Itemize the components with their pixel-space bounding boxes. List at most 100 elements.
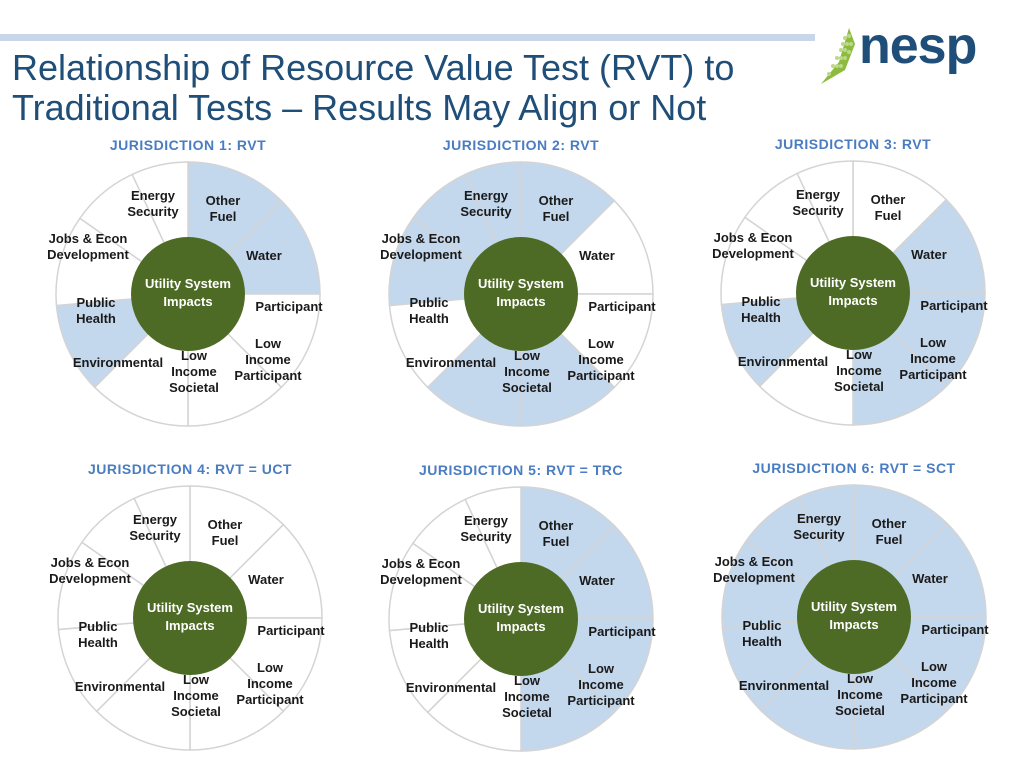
segment-label-energy-security: Security — [793, 527, 845, 542]
segment-label-jobs-econ: Jobs & Econ — [714, 230, 793, 245]
segment-label-energy-security: Security — [460, 529, 512, 544]
segment-label-other-fuel: Fuel — [543, 534, 570, 549]
segment-label-other-fuel: Other — [206, 193, 241, 208]
segment-label-other-fuel: Fuel — [875, 208, 902, 223]
segment-label-low-income-participant: Low — [257, 660, 284, 675]
jurisdiction-3: JURISDICTION 3: RVT Utility System Impact… — [688, 136, 1018, 436]
hub-label: Utility System — [811, 599, 897, 614]
segment-label-jobs-econ: Development — [712, 246, 794, 261]
segment-label-energy-security: Energy — [131, 188, 176, 203]
segment-label-water: Water — [579, 573, 615, 588]
hub-label: Impacts — [828, 293, 877, 308]
nesp-logo: nesp — [815, 17, 1005, 88]
segment-label-other-fuel: Other — [871, 192, 906, 207]
hub-label: Impacts — [165, 618, 214, 633]
segment-label-low-income-participant: Low — [588, 336, 615, 351]
hub-label: Utility System — [478, 276, 564, 291]
segment-label-energy-security: Energy — [464, 513, 509, 528]
segment-label-public-health: Health — [78, 635, 118, 650]
segment-label-low-income-participant: Low — [588, 661, 615, 676]
segment-label-jobs-econ: Jobs & Econ — [49, 231, 128, 246]
segment-label-low-income-societal: Societal — [502, 705, 552, 720]
utility-system-hub — [796, 236, 910, 350]
hub-label: Utility System — [810, 275, 896, 290]
segment-label-energy-security: Security — [127, 204, 179, 219]
segment-label-low-income-societal: Low — [514, 673, 541, 688]
segment-label-low-income-participant: Income — [910, 351, 956, 366]
segment-label-environmental: Environmental — [75, 679, 165, 694]
page-title: Relationship of Resource Value Test (RVT… — [12, 47, 735, 128]
segment-label-public-health: Public — [741, 294, 780, 309]
jurisdiction-title: JURISDICTION 3: RVT — [774, 136, 932, 152]
jurisdiction-title: JURISDICTION 6: RVT = SCT — [752, 460, 956, 476]
segment-label-energy-security: Energy — [133, 512, 178, 527]
hub-label: Impacts — [496, 294, 545, 309]
segment-label-low-income-societal: Income — [173, 688, 219, 703]
segment-label-low-income-societal: Income — [837, 687, 883, 702]
segment-label-low-income-participant: Income — [578, 677, 624, 692]
segment-label-low-income-participant: Income — [911, 675, 957, 690]
segment-label-low-income-societal: Low — [847, 671, 874, 686]
segment-label-public-health: Public — [742, 618, 781, 633]
segment-label-low-income-societal: Societal — [834, 379, 884, 394]
segment-label-public-health: Public — [409, 620, 448, 635]
segment-label-low-income-societal: Societal — [835, 703, 885, 718]
segment-label-jobs-econ: Jobs & Econ — [382, 231, 461, 246]
segment-label-other-fuel: Other — [872, 516, 907, 531]
jurisdiction-title: JURISDICTION 5: RVT = TRC — [419, 462, 623, 478]
segment-label-public-health: Public — [78, 619, 117, 634]
segment-label-participant: Participant — [588, 299, 656, 314]
hub-label: Utility System — [145, 276, 231, 291]
segment-label-low-income-participant: Income — [247, 676, 293, 691]
hub-label: Utility System — [478, 601, 564, 616]
segment-label-water: Water — [911, 247, 947, 262]
utility-system-hub — [133, 561, 247, 675]
segment-label-environmental: Environmental — [406, 680, 496, 695]
segment-label-jobs-econ: Development — [713, 570, 795, 585]
hub-label: Impacts — [829, 617, 878, 632]
segment-label-other-fuel: Fuel — [212, 533, 239, 548]
utility-system-hub — [131, 237, 245, 351]
jurisdiction-title: JURISDICTION 1: RVT — [109, 137, 267, 153]
segment-label-other-fuel: Other — [208, 517, 243, 532]
jurisdiction-1: JURISDICTION 1: RVT Utility System Impact… — [23, 137, 353, 437]
segment-label-low-income-societal: Societal — [169, 380, 219, 395]
segment-label-low-income-societal: Societal — [502, 380, 552, 395]
segment-label-low-income-participant: Participant — [234, 368, 302, 383]
header-accent-bar — [0, 34, 815, 41]
segment-label-energy-security: Security — [792, 203, 844, 218]
segment-label-low-income-societal: Societal — [171, 704, 221, 719]
segment-label-environmental: Environmental — [406, 355, 496, 370]
segment-label-public-health: Health — [409, 311, 449, 326]
segment-label-low-income-participant: Income — [245, 352, 291, 367]
segment-label-environmental: Environmental — [73, 355, 163, 370]
hub-label: Impacts — [163, 294, 212, 309]
segment-label-energy-security: Energy — [796, 187, 841, 202]
segment-label-jobs-econ: Jobs & Econ — [715, 554, 794, 569]
segment-label-public-health: Public — [76, 295, 115, 310]
segment-label-low-income-societal: Income — [836, 363, 882, 378]
segment-label-environmental: Environmental — [738, 354, 828, 369]
segment-label-public-health: Health — [742, 634, 782, 649]
segment-label-energy-security: Security — [460, 204, 512, 219]
segment-label-low-income-societal: Income — [171, 364, 217, 379]
segment-label-jobs-econ: Development — [47, 247, 129, 262]
segment-label-participant: Participant — [921, 622, 989, 637]
segment-label-energy-security: Energy — [464, 188, 509, 203]
segment-label-jobs-econ: Jobs & Econ — [382, 556, 461, 571]
logo-leaf-icon — [821, 28, 855, 84]
segment-label-low-income-societal: Low — [514, 348, 541, 363]
segment-label-low-income-participant: Low — [920, 335, 947, 350]
hub-label: Impacts — [496, 619, 545, 634]
segment-label-low-income-societal: Income — [504, 364, 550, 379]
segment-label-other-fuel: Fuel — [210, 209, 237, 224]
jurisdiction-6: JURISDICTION 6: RVT = SCT Utility System… — [689, 460, 1019, 760]
segment-label-water: Water — [246, 248, 282, 263]
utility-system-hub — [464, 237, 578, 351]
segment-label-public-health: Health — [76, 311, 116, 326]
segment-label-energy-security: Energy — [797, 511, 842, 526]
segment-label-environmental: Environmental — [739, 678, 829, 693]
